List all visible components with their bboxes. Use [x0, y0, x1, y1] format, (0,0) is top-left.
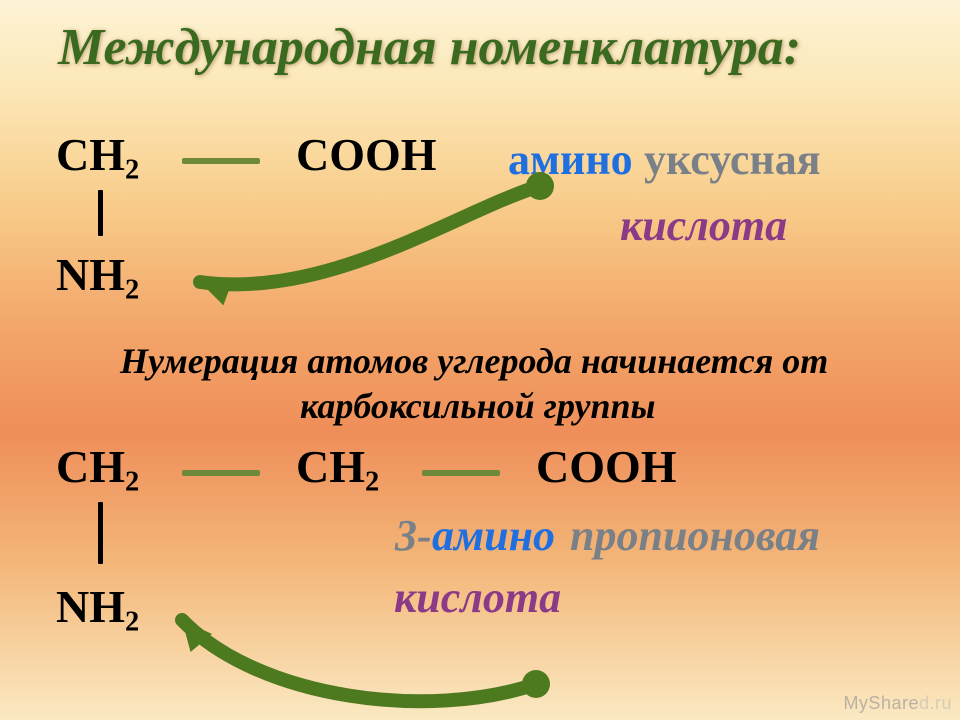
curved-arrow-2: [0, 0, 960, 720]
watermark-main: MyShare: [843, 693, 919, 713]
watermark: MyShared.ru: [843, 693, 952, 714]
slide: Международная номенклатура: CH2COOHNH2ам…: [0, 0, 960, 720]
watermark-dim: d.ru: [919, 693, 952, 713]
